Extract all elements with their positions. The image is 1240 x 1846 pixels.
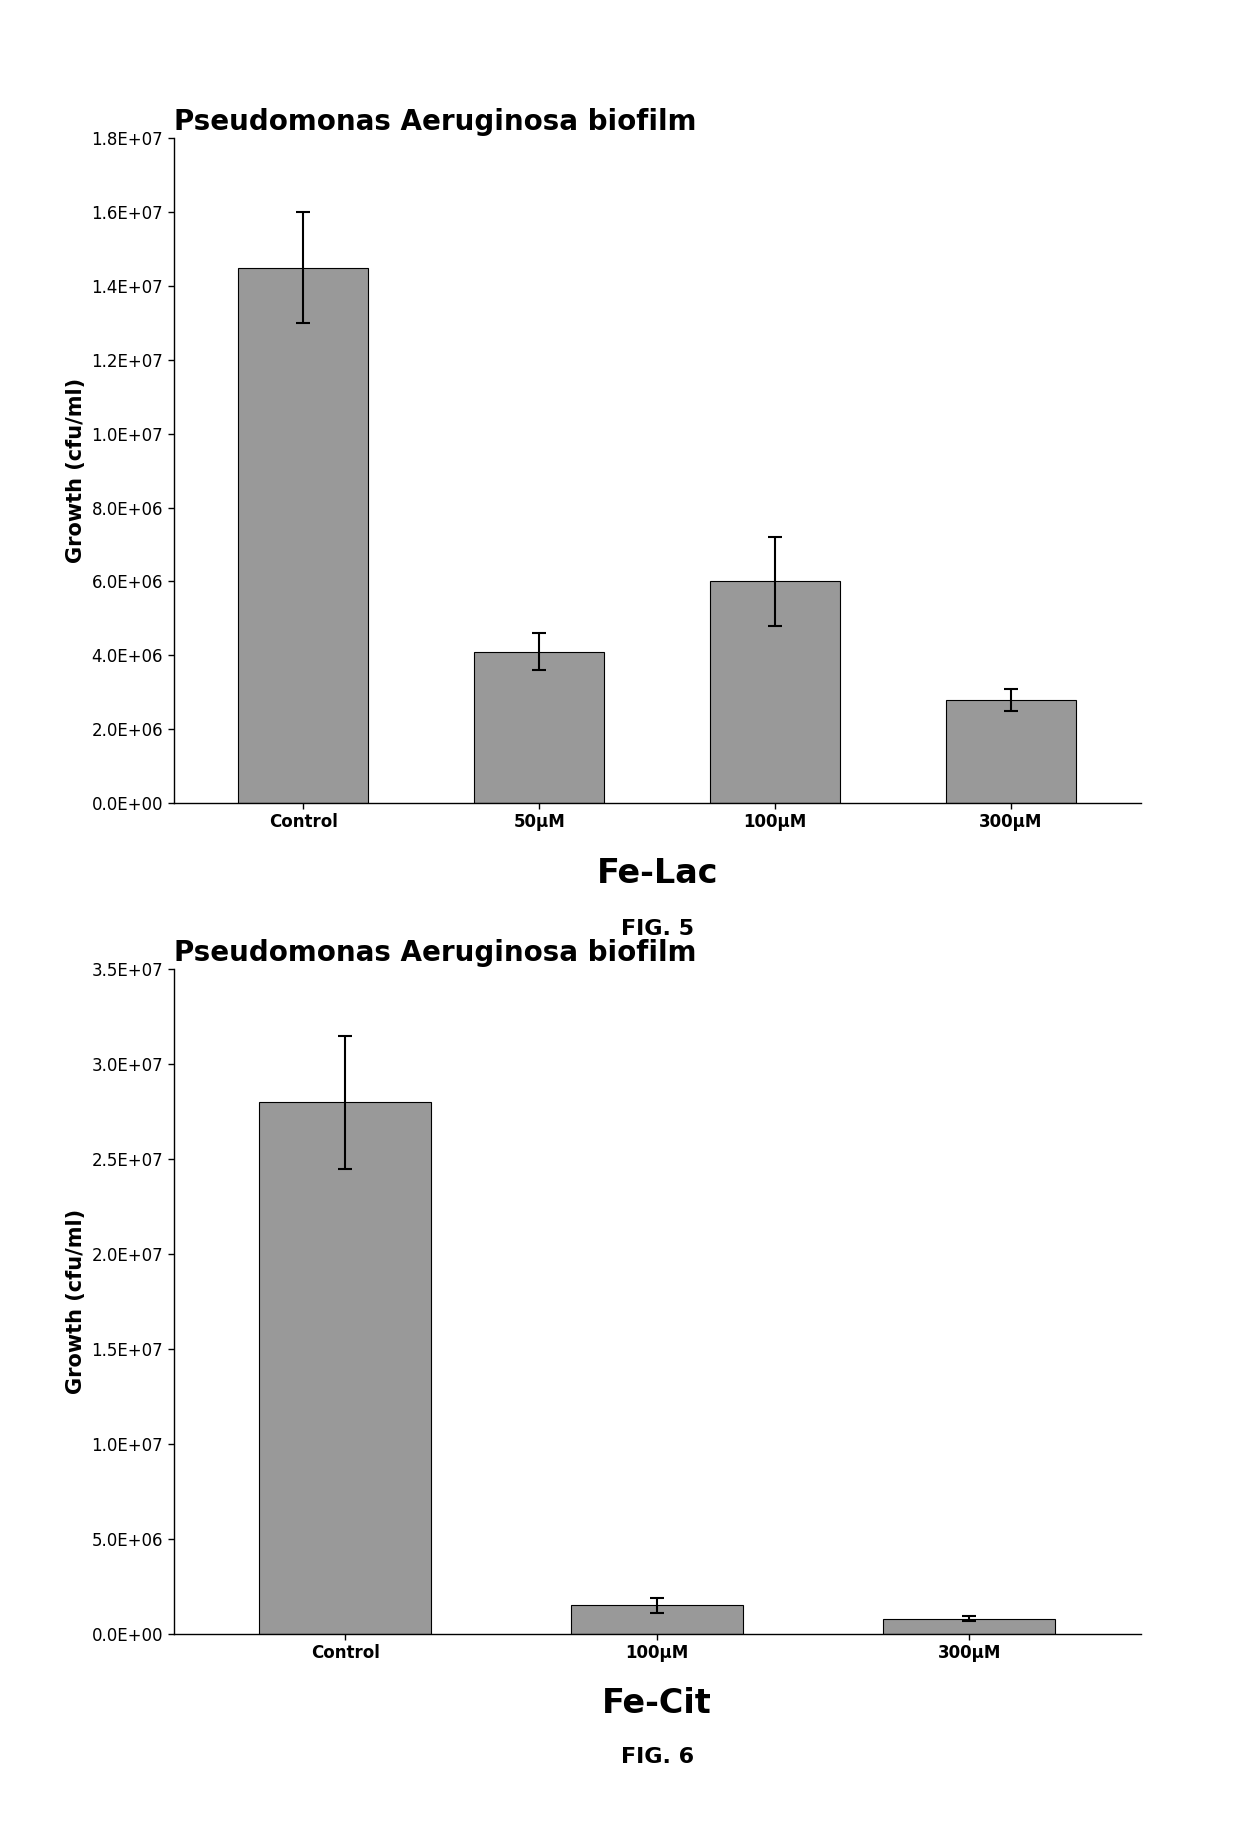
Text: FIG. 6: FIG. 6 — [621, 1748, 693, 1767]
Y-axis label: Growth (cfu/ml): Growth (cfu/ml) — [66, 378, 86, 563]
Text: FIG. 5: FIG. 5 — [621, 919, 693, 938]
Text: Fe-Lac: Fe-Lac — [596, 857, 718, 890]
Y-axis label: Growth (cfu/ml): Growth (cfu/ml) — [66, 1209, 86, 1394]
Text: Pseudomonas Aeruginosa biofilm: Pseudomonas Aeruginosa biofilm — [174, 109, 696, 137]
Bar — [475, 652, 604, 803]
Bar — [883, 1619, 1055, 1634]
Text: Fe-Cit: Fe-Cit — [603, 1687, 712, 1720]
Text: Pseudomonas Aeruginosa biofilm: Pseudomonas Aeruginosa biofilm — [174, 940, 696, 967]
Bar — [238, 268, 368, 803]
Bar — [572, 1606, 743, 1634]
Bar — [259, 1102, 432, 1634]
Bar — [946, 700, 1076, 803]
Bar — [711, 581, 839, 803]
